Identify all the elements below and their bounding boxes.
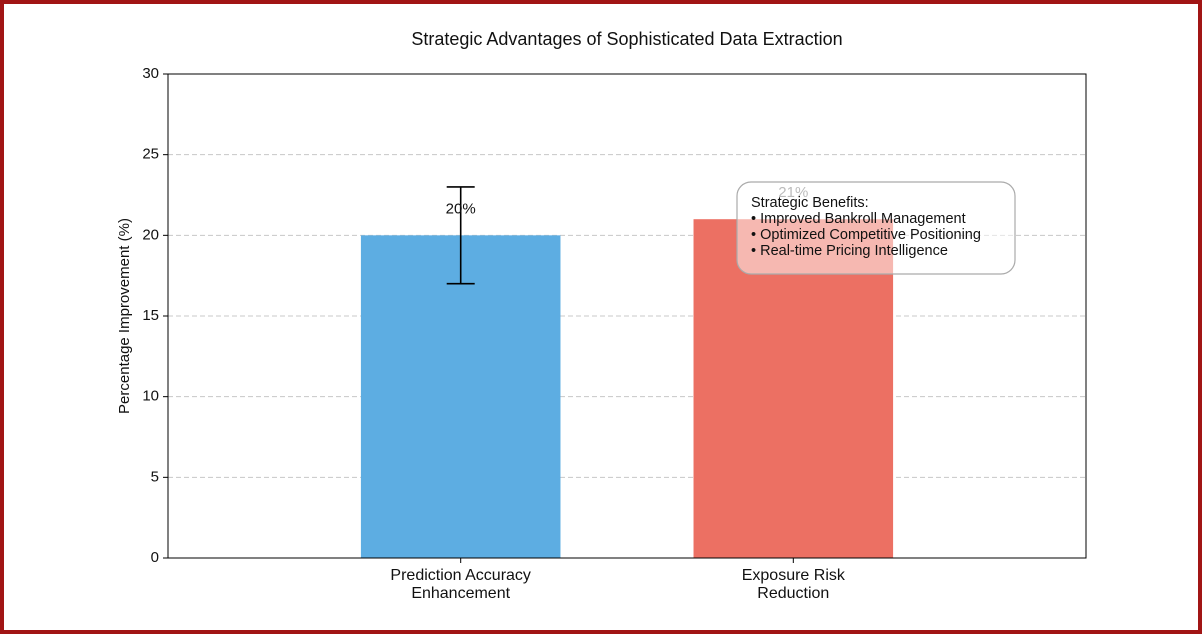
y-tick-label: 5 bbox=[151, 468, 159, 485]
annotation-line: Strategic Benefits: bbox=[751, 195, 869, 211]
y-tick-label: 10 bbox=[142, 388, 159, 405]
y-tick-label: 30 bbox=[142, 65, 159, 82]
error-bar bbox=[446, 186, 475, 285]
y-tick-label: 0 bbox=[151, 549, 159, 566]
y-tick-label: 25 bbox=[142, 146, 159, 163]
y-tick-label: 15 bbox=[142, 307, 159, 324]
value-label: 20% bbox=[446, 200, 476, 217]
y-axis-label: Percentage Improvement (%) bbox=[116, 218, 133, 414]
bar bbox=[693, 219, 894, 558]
plot-frame bbox=[167, 73, 1087, 559]
bar bbox=[360, 235, 561, 559]
annotation-line: • Optimized Competitive Positioning bbox=[751, 227, 981, 243]
annotation-line: • Improved Bankroll Management bbox=[751, 211, 966, 227]
chart-title: Strategic Advantages of Sophisticated Da… bbox=[411, 29, 842, 49]
annotation-box bbox=[736, 181, 1016, 275]
y-tick-label: 20 bbox=[142, 226, 159, 243]
x-tick-label: Exposure Risk Reduction bbox=[741, 567, 845, 602]
annotation-line: • Real-time Pricing Intelligence bbox=[751, 243, 948, 259]
x-tick-label: Prediction Accuracy Enhancement bbox=[390, 567, 531, 602]
